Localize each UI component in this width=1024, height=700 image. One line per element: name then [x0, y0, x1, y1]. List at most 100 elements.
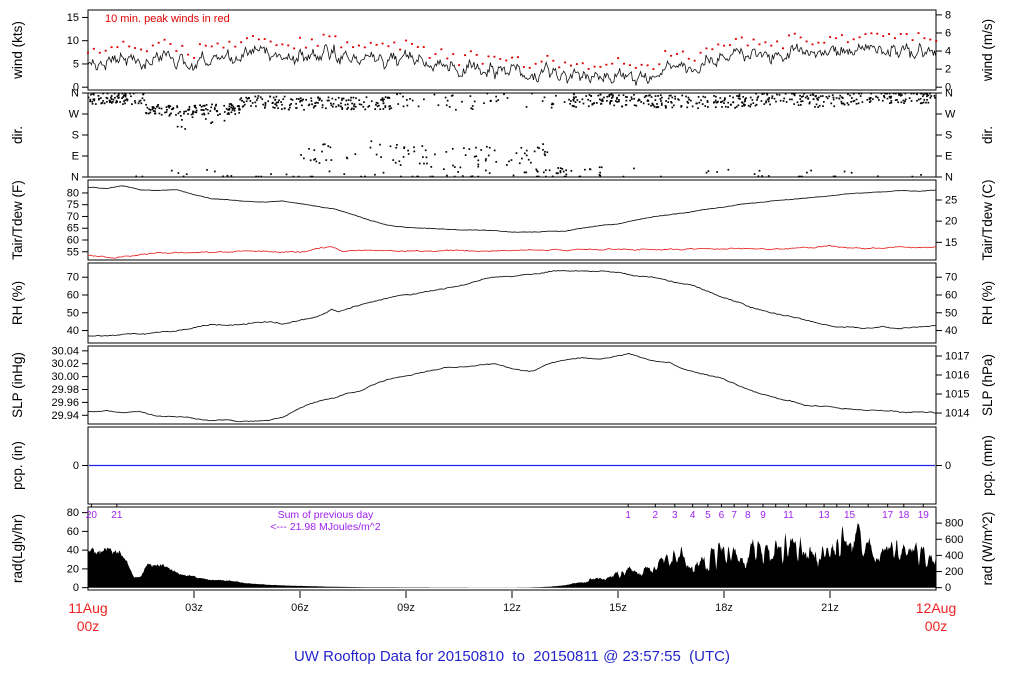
y-tick-label: 10 — [67, 35, 79, 47]
y-tick-label: 8 — [945, 9, 951, 21]
y-tick-label: 0 — [73, 82, 79, 94]
y-tick-label: 50 — [67, 307, 79, 319]
y-tick-label: 1014 — [945, 408, 969, 420]
prev-day-sum-line2: <--- 21.98 MJoules/m^2 — [270, 521, 380, 533]
y-tick-label: 400 — [945, 550, 963, 562]
panel-wind: 0 5 10 15 0 2 4 6 8 wind (kts) wind (m/s) 10 min. p… — [10, 9, 995, 93]
local-hour-label: 18 — [898, 510, 910, 521]
x-tick-label: 06z — [291, 602, 309, 614]
y-tick-label: S — [72, 130, 79, 142]
left-axis-title: Tair/Tdew (F) — [10, 180, 25, 260]
right-axis-title: Tair/Tdew (C) — [980, 179, 995, 260]
local-hour-label: 2 — [653, 510, 659, 521]
y-tick-label: 60 — [67, 235, 79, 247]
y-tick-label: 15 — [945, 237, 957, 249]
y-tick-label: 80 — [67, 507, 79, 519]
panel-pcp: 0 0 pcp. (in) pcp. (mm) — [10, 426, 995, 505]
left-axis-title: wind (kts) — [10, 21, 25, 80]
y-tick-label: 6 — [945, 27, 951, 39]
y-tick-label: 40 — [67, 325, 79, 337]
local-hour-label: 9 — [760, 510, 766, 521]
series-solar-radiation — [88, 523, 936, 588]
y-tick-label: 0 — [73, 582, 79, 594]
y-tick-label: 60 — [945, 290, 957, 302]
local-hour-label: 1 — [625, 510, 631, 521]
local-hour-label: 6 — [719, 510, 725, 521]
x-tick-label: 18z — [715, 602, 733, 614]
axis-start-label-date: 11Aug — [68, 600, 107, 616]
left-axis-title: rad(Lgly/hr) — [10, 514, 25, 583]
right-axis-title: RH (%) — [980, 281, 995, 325]
y-tick-label: N — [945, 88, 953, 100]
chart-title: UW Rooftop Data for 20150810 to 20150811… — [293, 648, 731, 665]
x-tick-label: 03z — [185, 602, 203, 614]
local-hour-label: 20 — [86, 510, 98, 521]
local-hour-label: 8 — [745, 510, 751, 521]
y-tick-label: 800 — [945, 518, 963, 530]
y-tick-label: 60 — [67, 290, 79, 302]
local-hour-label: 19 — [918, 510, 930, 521]
series-tair — [87, 185, 937, 233]
y-tick-label: 40 — [945, 325, 957, 337]
y-tick-label: 70 — [67, 211, 79, 223]
y-tick-label: 29.94 — [51, 410, 79, 422]
series-wind-10min-peaks — [87, 32, 938, 71]
y-tick-label: 600 — [945, 534, 963, 546]
right-axis-title: SLP (hPa) — [980, 354, 995, 416]
local-hour-label: 13 — [819, 510, 831, 521]
y-tick-label: 65 — [67, 223, 79, 235]
y-tick-label: 1015 — [945, 389, 969, 401]
y-tick-label: E — [72, 151, 79, 163]
series-tdew — [87, 244, 937, 259]
local-hour-label: 7 — [731, 510, 737, 521]
y-tick-label: 0 — [945, 582, 951, 594]
y-tick-label: 0 — [73, 460, 79, 472]
local-hour-label: 15 — [844, 510, 856, 521]
y-tick-label: 5 — [73, 58, 79, 70]
y-tick-label: 30.04 — [51, 345, 79, 357]
y-tick-label: 50 — [945, 307, 957, 319]
y-tick-label: 4 — [945, 46, 951, 58]
local-hour-label: 11 — [783, 510, 794, 521]
local-hour-label: 4 — [690, 510, 696, 521]
left-axis-title: pcp. (in) — [10, 441, 25, 490]
axis-end-label-hour: 00z — [925, 618, 948, 634]
series-wind-direction-scatter — [87, 92, 936, 178]
axis-end-label-date: 12Aug — [916, 600, 956, 616]
y-tick-label: S — [945, 130, 952, 142]
series-sea-level-pressure — [87, 352, 937, 423]
y-tick-label: 30.00 — [51, 371, 79, 383]
left-axis-title: dir. — [10, 126, 25, 144]
y-tick-label: 0 — [945, 82, 951, 94]
y-tick-label: 55 — [67, 246, 79, 258]
x-tick-label: 15z — [609, 602, 627, 614]
y-tick-label: 70 — [67, 272, 79, 284]
local-hour-label: 5 — [705, 510, 711, 521]
y-tick-label: 29.96 — [51, 397, 79, 409]
right-axis-title: rad (W/m^2) — [980, 512, 995, 586]
x-tick-label: 21z — [821, 602, 839, 614]
y-tick-label: 29.98 — [51, 384, 79, 396]
y-tick-label: N — [71, 88, 79, 100]
y-tick-label: 80 — [67, 187, 79, 199]
local-hour-label: 17 — [882, 510, 894, 521]
y-tick-label: 25 — [945, 195, 957, 207]
y-tick-label: 1017 — [945, 350, 969, 362]
right-axis-title: wind (m/s) — [980, 19, 995, 82]
left-axis-title: RH (%) — [10, 281, 25, 325]
y-tick-label: 0 — [945, 460, 951, 472]
y-tick-label: 40 — [67, 545, 79, 557]
y-tick-label: N — [945, 172, 953, 184]
local-hour-label: 21 — [111, 510, 123, 521]
panel-rh: 40 50 60 70 40 50 60 70 RH (%) RH (%) — [10, 262, 995, 344]
y-tick-label: 30.02 — [51, 358, 79, 370]
time-axis: 03z 06z 09z 12z 15z 18z 21z 11Aug 00z 12Aug 00z — [68, 591, 956, 634]
series-relative-humidity — [87, 270, 937, 337]
y-tick-label: 20 — [67, 563, 79, 575]
local-hour-label: 3 — [672, 510, 678, 521]
